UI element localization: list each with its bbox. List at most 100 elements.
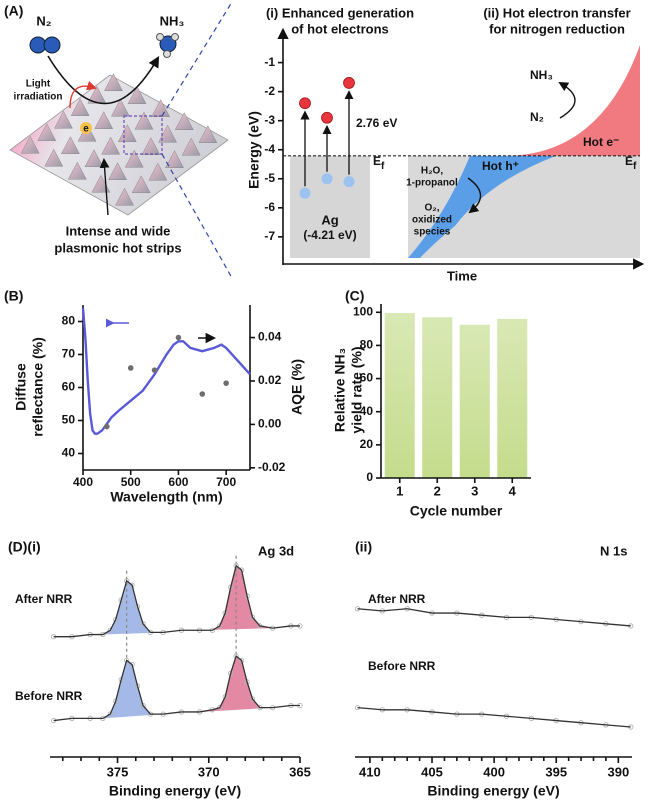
oxidation-product: species (414, 227, 451, 238)
oxidation-product: oxidized (412, 215, 452, 226)
x-axis-label: Binding energy (eV) (109, 783, 241, 799)
carrier-label: Hot e⁻ (583, 135, 619, 149)
y-axis-label: Diffuse (13, 363, 29, 411)
y-tick-label: -5 (264, 171, 275, 185)
fermi-label: Ef (625, 154, 637, 171)
data-point (223, 380, 229, 386)
pyramid (110, 98, 130, 117)
pyramid (131, 175, 151, 193)
fermi-symbol: E (625, 154, 633, 168)
panel-label: (C) (345, 288, 364, 304)
raw-point (140, 621, 146, 627)
peak-fill (102, 660, 164, 719)
caption: plasmonic hot strips (54, 240, 181, 255)
y-tick-label: -1 (264, 55, 275, 69)
metal-label: (-4.21 eV) (303, 228, 356, 242)
spectrum-label: Ag 3d (258, 543, 294, 558)
h-atom (171, 33, 179, 41)
bar-shine (497, 318, 528, 478)
pyramid (37, 123, 57, 141)
zoom-line (161, 1, 233, 117)
y2-axis-label: AQE (%) (289, 359, 305, 415)
y-tick-label: 60 (62, 380, 76, 394)
metal-label: Ag (321, 212, 338, 227)
raw-point (249, 696, 256, 702)
illustration-overlay (29, 1, 233, 344)
fermi-subscript: f (633, 160, 637, 171)
electron-icon (80, 122, 92, 134)
y-tick-label: 60 (360, 371, 374, 385)
raw-point (107, 711, 113, 717)
pyramid (54, 110, 73, 129)
series-label: Before NRR (15, 689, 83, 703)
pyramid (158, 124, 178, 143)
x-tick-label: 3 (471, 483, 478, 498)
section-title: of hot electrons (291, 21, 389, 36)
panel-label: (B) (4, 288, 23, 304)
hot-hole (343, 176, 355, 188)
pyramid (101, 136, 121, 155)
oxidation-reactant: 1-propanol (406, 178, 458, 189)
reactant-label: N₂ (530, 110, 544, 124)
y2-tick-label: 0.00 (258, 417, 282, 431)
oxidation-reactant: H₂O, (421, 166, 443, 177)
pyramid (67, 161, 87, 180)
bar-shine (422, 317, 453, 478)
panel-label: (ii) (355, 539, 372, 555)
pyramid (20, 135, 40, 154)
pyramid (148, 162, 168, 181)
x-tick-label: 1 (396, 483, 403, 498)
x-tick-label: 395 (545, 764, 567, 779)
x-tick-label: 390 (607, 764, 629, 779)
pyramid (117, 124, 137, 142)
hot-electron-region (505, 45, 640, 156)
electron-arrow (69, 80, 97, 109)
pyramid (104, 73, 123, 91)
raw-point (217, 623, 223, 629)
section-title: for nitrogen reduction (489, 21, 625, 36)
pyramid (127, 86, 147, 104)
fit-line (53, 564, 300, 638)
fermi-subscript: f (381, 160, 385, 171)
hot-electron (321, 111, 333, 124)
data-point (151, 367, 158, 373)
raw-point (233, 653, 239, 659)
hot-hole (299, 187, 311, 199)
pyramid (165, 150, 184, 168)
series-label: Before NRR (368, 659, 436, 673)
metal-band (290, 155, 370, 258)
data-point (199, 391, 206, 397)
pyramid (44, 148, 64, 167)
y-tick-label: -6 (264, 200, 275, 214)
x-axis-label: Binding energy (eV) (427, 783, 559, 799)
y-tick-label: -4 (264, 142, 275, 156)
x-tick-label: 4 (509, 483, 517, 498)
h-atom (163, 50, 171, 58)
oxidation-product: O₂, (425, 203, 440, 214)
bar-shine (384, 313, 415, 478)
pyramid (181, 137, 201, 156)
hot-hole (321, 173, 333, 185)
y-axis-label: Relative NH₃ (332, 348, 348, 432)
zoom-box (123, 115, 163, 155)
panel-label: (D)(i) (8, 539, 41, 555)
pyramid (198, 125, 218, 143)
section-title: (i) Enhanced generation (266, 5, 414, 20)
reduction-arrow (558, 82, 576, 119)
data-point (127, 365, 134, 371)
illustration (9, 73, 229, 216)
pyramid (141, 137, 161, 155)
fit-line (53, 654, 300, 722)
carrier-label: Hot h⁺ (482, 159, 519, 173)
zoom-line (161, 153, 233, 279)
y-axis-label: yield rate (%) (349, 346, 365, 433)
n-atom (43, 36, 61, 54)
x-tick-label: 2 (434, 483, 441, 498)
electron-label: e (83, 124, 89, 135)
fit-line (357, 608, 631, 627)
pyramid (115, 187, 134, 206)
molecule-label: NH₃ (160, 13, 185, 28)
fit-line (357, 707, 631, 728)
fermi-symbol: E (373, 154, 381, 168)
peak-fill (102, 580, 164, 635)
